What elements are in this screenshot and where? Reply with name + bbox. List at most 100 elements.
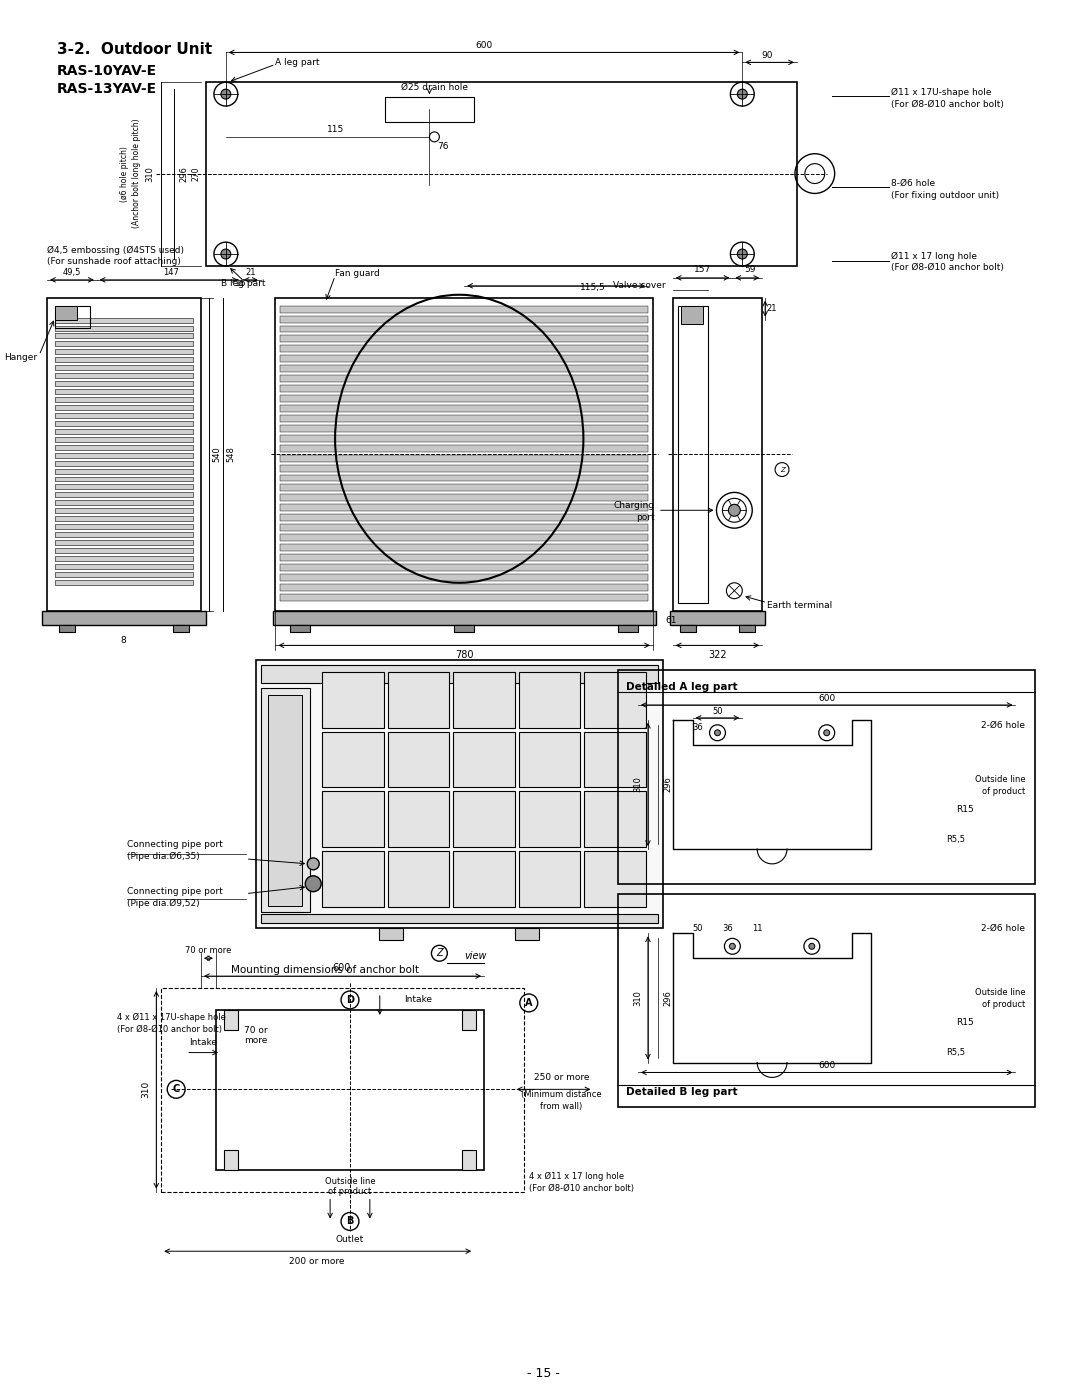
Text: (Minimum distance: (Minimum distance xyxy=(522,1090,602,1099)
Text: Ø11 x 17 long hole: Ø11 x 17 long hole xyxy=(891,251,977,261)
Bar xyxy=(281,444,648,451)
Bar xyxy=(268,696,302,905)
Bar xyxy=(281,415,648,422)
Text: Intake: Intake xyxy=(189,1038,217,1048)
Bar xyxy=(281,405,648,412)
Bar xyxy=(55,548,193,553)
Text: A: A xyxy=(525,997,532,1007)
Text: (For Ø8-Ø10 anchor bolt): (For Ø8-Ø10 anchor bolt) xyxy=(891,264,1004,272)
Circle shape xyxy=(308,858,320,870)
Bar xyxy=(55,532,193,536)
Bar xyxy=(281,543,648,550)
Text: Ø11 x 17U-shape hole: Ø11 x 17U-shape hole xyxy=(891,88,991,96)
Text: 76: 76 xyxy=(437,142,449,151)
Text: 147: 147 xyxy=(163,268,179,278)
Text: (Anchor bolt long hole pitch): (Anchor bolt long hole pitch) xyxy=(132,119,141,228)
Bar xyxy=(322,851,383,907)
Text: A leg part: A leg part xyxy=(275,57,320,67)
Bar xyxy=(55,492,193,497)
Bar xyxy=(272,610,656,624)
Text: 780: 780 xyxy=(455,650,473,661)
Bar xyxy=(455,624,474,633)
Text: 11: 11 xyxy=(752,923,762,933)
Bar xyxy=(281,514,648,521)
Bar xyxy=(55,306,77,320)
Text: port: port xyxy=(636,513,654,521)
Bar xyxy=(55,571,193,577)
Text: (For fixing outdoor unit): (For fixing outdoor unit) xyxy=(891,191,999,200)
Bar xyxy=(55,373,193,379)
Circle shape xyxy=(738,89,747,99)
Bar xyxy=(55,341,193,346)
Text: Z: Z xyxy=(436,949,443,958)
Text: Earth terminal: Earth terminal xyxy=(767,601,833,610)
Text: 49,5: 49,5 xyxy=(63,268,81,278)
Bar xyxy=(256,661,663,929)
Bar xyxy=(584,732,646,788)
Bar xyxy=(55,437,193,441)
Bar xyxy=(224,1010,238,1030)
Bar xyxy=(55,524,193,529)
Text: R5,5: R5,5 xyxy=(946,1048,966,1058)
Text: 36: 36 xyxy=(723,923,733,933)
Bar xyxy=(55,317,193,323)
Bar xyxy=(281,365,648,372)
Bar xyxy=(281,454,648,461)
Bar xyxy=(618,894,1036,1108)
Bar xyxy=(55,461,193,465)
Bar xyxy=(388,791,449,847)
Bar xyxy=(281,475,648,482)
Bar xyxy=(281,335,648,342)
Bar xyxy=(388,851,449,907)
Bar xyxy=(55,564,193,569)
Text: Detailed B leg part: Detailed B leg part xyxy=(626,1087,738,1097)
Text: Outlet: Outlet xyxy=(336,1235,364,1243)
Bar xyxy=(281,555,648,562)
Text: RAS-10YAV-E: RAS-10YAV-E xyxy=(57,64,157,78)
Text: of product: of product xyxy=(328,1187,372,1196)
Text: 157: 157 xyxy=(694,265,712,274)
Bar xyxy=(518,791,580,847)
Bar xyxy=(515,929,539,940)
Bar xyxy=(281,306,648,313)
Bar xyxy=(281,434,648,441)
Text: from wall): from wall) xyxy=(540,1102,583,1111)
Bar xyxy=(454,791,515,847)
Text: 600: 600 xyxy=(333,963,351,974)
Bar xyxy=(173,624,189,633)
Bar xyxy=(55,476,193,482)
Bar xyxy=(281,504,648,511)
Text: C: C xyxy=(173,1084,179,1094)
Bar xyxy=(673,298,762,610)
Text: 310: 310 xyxy=(145,166,153,182)
Bar xyxy=(55,358,193,362)
Circle shape xyxy=(728,504,740,517)
Bar xyxy=(55,580,193,585)
Bar xyxy=(281,495,648,502)
Text: Valve cover: Valve cover xyxy=(613,281,665,291)
Text: B leg part: B leg part xyxy=(221,279,266,288)
Bar xyxy=(281,465,648,472)
Text: 59: 59 xyxy=(744,265,756,274)
Text: 61: 61 xyxy=(665,616,676,624)
Bar xyxy=(281,326,648,332)
Text: 70 or more: 70 or more xyxy=(185,946,231,954)
Bar xyxy=(281,386,648,393)
Bar xyxy=(275,298,653,610)
Text: 296: 296 xyxy=(179,166,189,182)
Text: Z: Z xyxy=(780,467,784,472)
Bar xyxy=(42,610,206,624)
Circle shape xyxy=(306,876,321,891)
Bar xyxy=(281,485,648,492)
Text: - 15 -: - 15 - xyxy=(527,1366,561,1380)
Bar xyxy=(59,624,75,633)
Bar xyxy=(161,988,524,1192)
Text: 310: 310 xyxy=(634,990,643,1006)
Circle shape xyxy=(824,729,829,736)
Bar xyxy=(55,405,193,409)
Bar xyxy=(679,624,696,633)
Bar xyxy=(55,509,193,513)
Bar xyxy=(55,468,193,474)
Bar xyxy=(55,306,90,327)
Text: Hanger: Hanger xyxy=(4,353,37,362)
